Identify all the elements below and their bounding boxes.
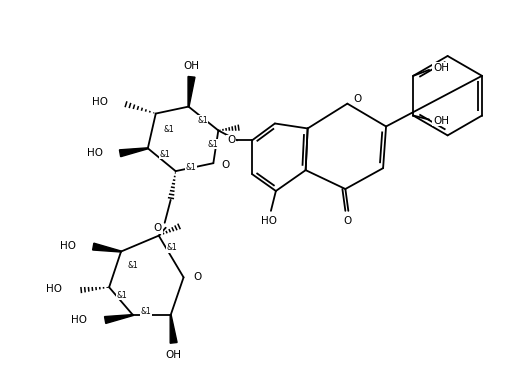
Text: &1: &1	[166, 243, 177, 252]
Text: HO: HO	[46, 284, 63, 294]
Text: HO: HO	[71, 315, 88, 325]
Text: O: O	[221, 160, 230, 170]
Text: HO: HO	[92, 97, 108, 107]
Text: &1: &1	[163, 125, 174, 134]
Text: O: O	[343, 216, 352, 226]
Polygon shape	[170, 315, 177, 343]
Text: &1: &1	[128, 261, 138, 270]
Text: &1: &1	[185, 162, 196, 172]
Text: O: O	[154, 223, 162, 233]
Text: OH: OH	[183, 61, 200, 71]
Text: OH: OH	[433, 115, 449, 126]
Polygon shape	[93, 243, 121, 252]
Text: HO: HO	[261, 216, 277, 226]
Polygon shape	[119, 148, 148, 157]
Text: O: O	[353, 93, 362, 104]
Text: HO: HO	[87, 148, 103, 158]
Polygon shape	[105, 314, 133, 323]
Text: OH: OH	[433, 63, 449, 73]
Text: O: O	[193, 272, 202, 282]
Text: &1: &1	[208, 140, 219, 149]
Text: &1: &1	[141, 307, 151, 316]
Text: OH: OH	[166, 350, 182, 360]
Polygon shape	[188, 77, 195, 107]
Text: &1: &1	[159, 150, 170, 159]
Text: &1: &1	[197, 116, 208, 125]
Text: O: O	[227, 135, 235, 146]
Text: HO: HO	[60, 241, 77, 251]
Text: &1: &1	[117, 291, 128, 300]
